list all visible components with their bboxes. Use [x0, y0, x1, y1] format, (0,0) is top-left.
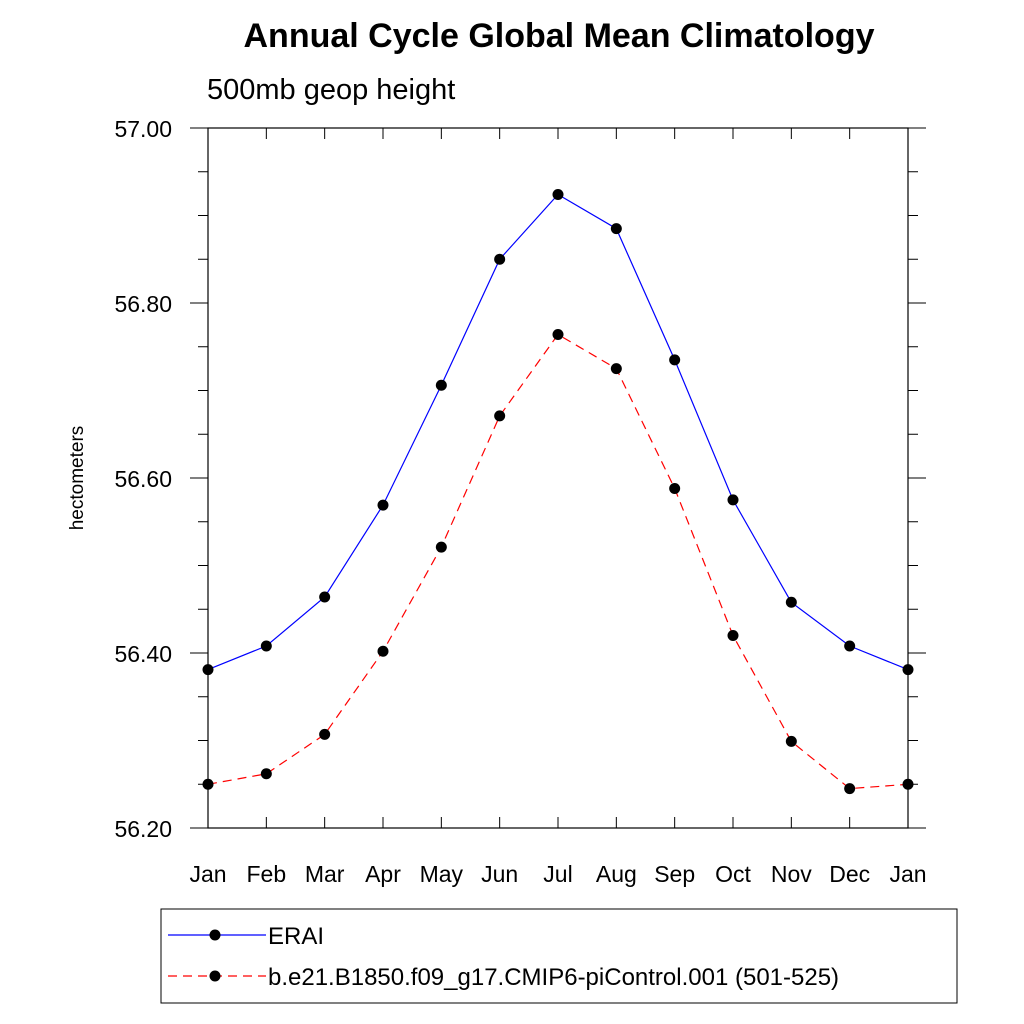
- x-tick-label: Sep: [654, 861, 695, 887]
- data-point: [844, 640, 856, 652]
- data-point: [494, 410, 506, 422]
- y-tick-label: 57.00: [114, 116, 172, 142]
- data-point: [902, 778, 914, 790]
- legend-box: [160, 908, 958, 1004]
- data-point: [377, 645, 389, 657]
- y-tick-label: 56.20: [114, 816, 172, 842]
- data-point: [902, 664, 914, 676]
- x-tick-label: Mar: [305, 861, 345, 887]
- chart-title: Annual Cycle Global Mean Climatology: [244, 17, 875, 55]
- x-tick-label: May: [420, 861, 464, 887]
- data-point: [494, 253, 506, 265]
- data-point: [202, 664, 214, 676]
- data-point: [552, 329, 564, 340]
- data-point: [669, 354, 681, 366]
- legend-label: ERAI: [268, 923, 324, 950]
- data-point: [727, 494, 739, 506]
- legend: ERAI b.e21.B1850.f09_g17.CMIP6-piControl.…: [168, 923, 839, 991]
- data-point: [785, 596, 797, 608]
- data-point: [785, 735, 797, 747]
- chart-subtitle: 500mb geop height: [207, 74, 455, 106]
- plot-frame: [207, 127, 909, 829]
- x-tick-label: Nov: [771, 861, 812, 887]
- axes-group: Jan Feb Mar Apr May Jun Jul Aug Sep Oct Nov Dec Jan 5…: [114, 116, 926, 887]
- x-tick-label: Jul: [543, 861, 572, 887]
- legend-label: b.e21.B1850.f09_g17.CMIP6-piControl.001 …: [268, 964, 839, 991]
- data-point: [727, 630, 739, 641]
- data-point: [844, 783, 856, 795]
- y-tick-label: 56.80: [114, 291, 172, 317]
- series-line-1: [207, 333, 909, 790]
- data-point: [377, 499, 389, 511]
- legend-marker: [209, 970, 221, 982]
- legend-marker: [209, 929, 221, 941]
- data-point: [319, 728, 331, 740]
- data-point: [610, 363, 622, 375]
- data-point: [435, 379, 447, 391]
- data-point: [202, 778, 214, 790]
- x-tick-label: Feb: [247, 861, 287, 887]
- data-point: [260, 640, 272, 652]
- x-tick-label: Jan: [889, 861, 926, 887]
- x-tick-label: Oct: [715, 861, 751, 887]
- x-tick-label: Aug: [596, 861, 637, 887]
- series-line-0: [207, 193, 909, 671]
- x-tick-label: Apr: [365, 861, 401, 887]
- x-tick-label: Jan: [189, 861, 226, 887]
- y-tick-label: 56.60: [114, 466, 172, 492]
- series-layer: [202, 189, 914, 795]
- data-point: [669, 483, 681, 494]
- data-point: [260, 768, 272, 780]
- x-tick-label: Jun: [481, 861, 518, 887]
- y-tick-label: 56.40: [114, 641, 172, 667]
- data-point: [610, 223, 622, 235]
- data-point: [552, 189, 564, 200]
- data-point: [319, 591, 331, 603]
- data-point: [435, 541, 447, 553]
- y-axis-label: hectometers: [67, 426, 88, 531]
- x-tick-label: Dec: [829, 861, 870, 887]
